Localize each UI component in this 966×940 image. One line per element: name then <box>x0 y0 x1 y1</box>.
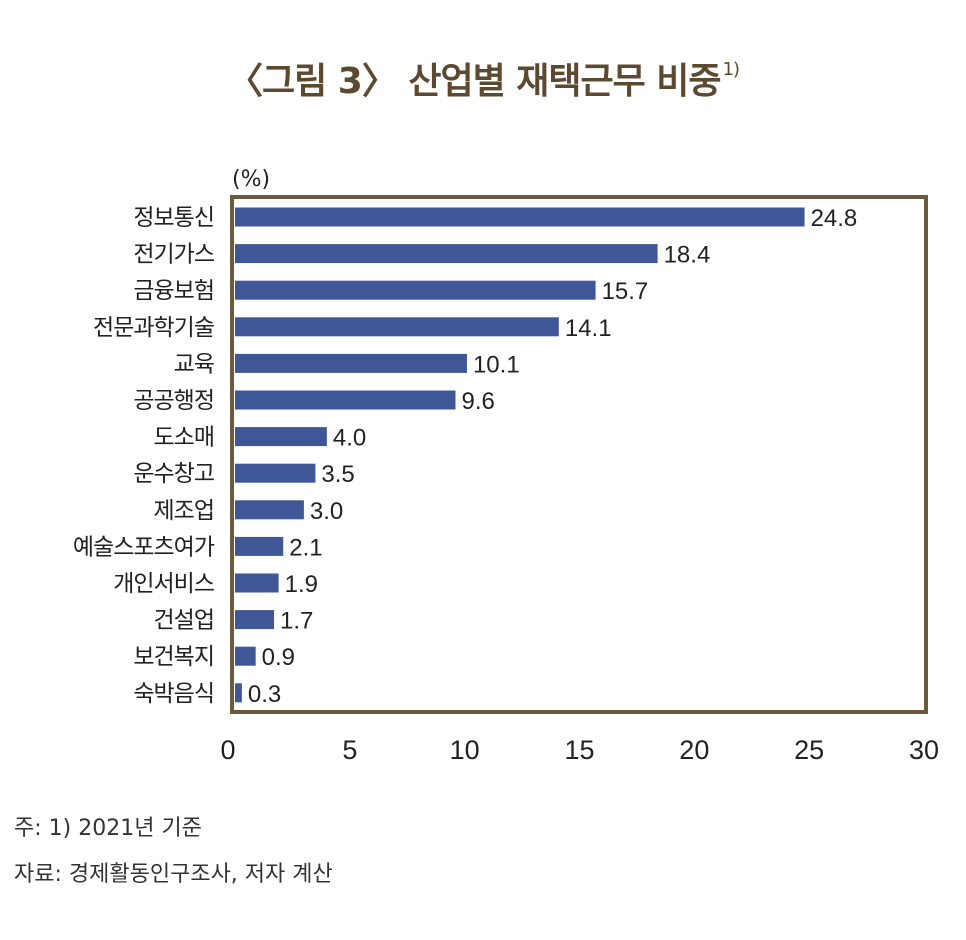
category-label: 전문과학기술 <box>93 315 214 341</box>
x-tick-label: 20 <box>679 735 709 765</box>
value-label: 3.5 <box>321 461 354 488</box>
bar <box>235 353 467 373</box>
bar <box>235 317 559 337</box>
x-tick-label: 10 <box>450 735 480 765</box>
bar <box>235 427 327 447</box>
bar <box>235 610 275 630</box>
chart-notes: 주: 1) 2021년 기준 자료: 경제활동인구조사, 저자 계산 <box>14 806 333 898</box>
bar <box>235 573 279 593</box>
value-label: 9.6 <box>461 388 494 415</box>
category-label: 도소매 <box>154 425 214 451</box>
value-label: 1.9 <box>285 571 318 598</box>
value-label: 14.1 <box>565 315 612 342</box>
category-label: 숙박음식 <box>133 681 214 707</box>
value-label: 0.9 <box>262 644 295 671</box>
chart-title: 〈그림 3〉 산업별 재택근무 비중 1) <box>0 52 966 104</box>
bar <box>235 646 256 666</box>
category-label: 개인서비스 <box>113 571 214 597</box>
bar <box>235 280 596 300</box>
bar <box>235 207 805 227</box>
category-label: 정보통신 <box>133 205 214 231</box>
chart-title-text: 〈그림 3〉 산업별 재택근무 비중 <box>227 61 722 102</box>
source-note: 자료: 경제활동인구조사, 저자 계산 <box>14 862 333 887</box>
value-label: 15.7 <box>602 278 649 305</box>
value-label: 10.1 <box>473 351 520 378</box>
footnote: 주: 1) 2021년 기준 <box>14 816 202 841</box>
category-label: 공공행정 <box>133 388 214 414</box>
value-label: 18.4 <box>664 242 711 269</box>
category-label: 건설업 <box>154 608 214 634</box>
value-label: 24.8 <box>811 205 858 232</box>
x-tick-label: 5 <box>342 735 357 765</box>
category-label: 교육 <box>174 351 214 377</box>
bar <box>235 500 304 520</box>
bar <box>235 683 242 703</box>
x-tick-label: 0 <box>220 735 235 765</box>
bar <box>235 536 284 556</box>
category-label: 보건복지 <box>133 644 214 670</box>
value-label: 1.7 <box>280 608 313 635</box>
value-label: 0.3 <box>248 681 281 708</box>
value-label: 2.1 <box>289 534 322 561</box>
x-tick-label: 15 <box>564 735 594 765</box>
bar <box>235 390 456 410</box>
category-label: 운수창고 <box>133 461 214 487</box>
bar <box>235 463 316 483</box>
x-tick-label: 25 <box>794 735 824 765</box>
category-label: 전기가스 <box>133 242 214 268</box>
category-label: 금융보험 <box>133 278 214 304</box>
category-label: 예술스포츠여가 <box>73 534 215 560</box>
title-footnote-mark: 1) <box>722 59 741 80</box>
x-tick-label: 30 <box>909 735 939 765</box>
value-label: 3.0 <box>310 498 343 525</box>
bar-chart: (%) 정보통신 24.8 전기가스 18.4 금융보험 15.7 전문과학기술 14.1 교육 1… <box>73 167 939 765</box>
category-label: 제조업 <box>154 498 214 524</box>
unit-label: (%) <box>232 167 270 192</box>
bar <box>235 244 658 264</box>
plot-frame <box>230 195 928 714</box>
value-label: 4.0 <box>333 425 366 452</box>
